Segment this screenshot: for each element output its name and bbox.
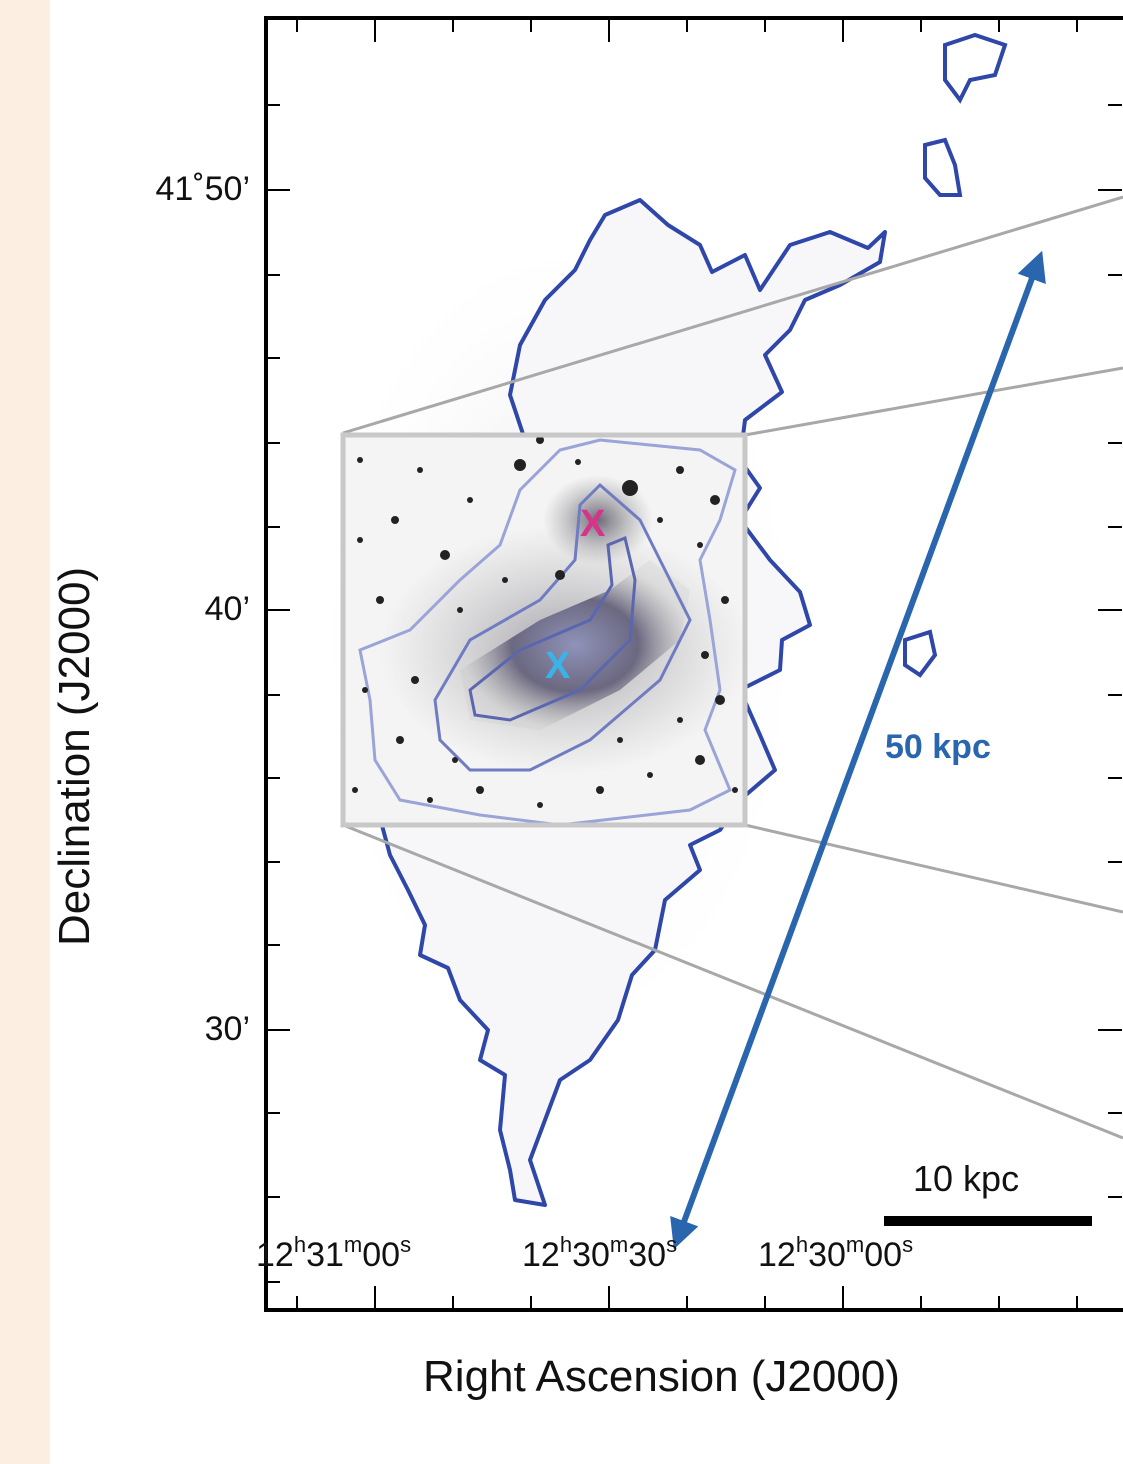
- cyan-marker: X: [545, 645, 571, 687]
- contour-fragment: [923, 137, 963, 197]
- x-ticks-bottom: [296, 1286, 1078, 1310]
- contour-fragment: [903, 629, 938, 678]
- pink-marker: X: [580, 503, 606, 545]
- inner-contour: [468, 535, 637, 722]
- mid-contour: [433, 482, 692, 772]
- projection-line: [744, 366, 1123, 437]
- y-tick-label: 40’: [204, 590, 250, 628]
- plot-frame: [264, 16, 1123, 1312]
- contour-fragment: [943, 32, 1008, 104]
- scale-arrow: [670, 250, 1046, 1250]
- x-tick-label: 12h30m30s: [522, 1232, 678, 1274]
- y-ticks-left: [266, 104, 290, 1283]
- y-axis-label: Declination (J2000): [50, 566, 99, 946]
- scale-bar-label: 10 kpc: [913, 1158, 1020, 1199]
- inset-image: [340, 432, 750, 828]
- x-tick-label: 12h30m00s: [758, 1232, 914, 1274]
- x-ticks-top: [296, 18, 1078, 42]
- x-tick-label: 12h31m00s: [256, 1232, 412, 1274]
- scale-bar: [884, 1216, 1092, 1226]
- y-ticks-right: [1098, 104, 1122, 1198]
- y-tick-label: 30’: [204, 1010, 250, 1048]
- y-tick-label: 41˚50’: [155, 170, 250, 208]
- x-axis-label: Right Ascension (J2000): [423, 1352, 900, 1401]
- arrow-label: 50 kpc: [885, 728, 991, 766]
